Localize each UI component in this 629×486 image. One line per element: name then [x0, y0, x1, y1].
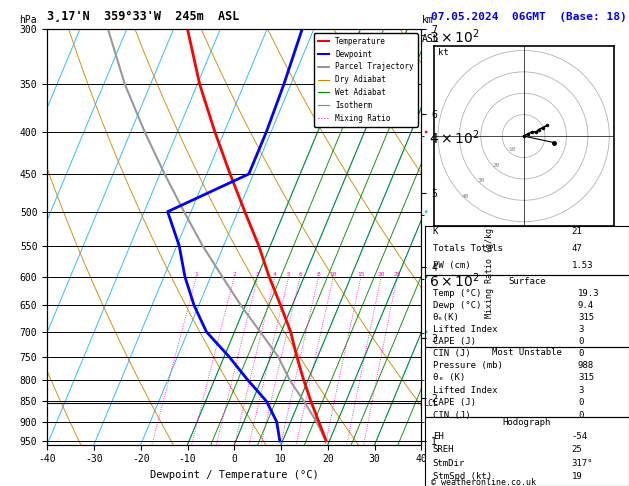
Text: CIN (J): CIN (J)	[433, 349, 470, 358]
Text: Dewp (°C): Dewp (°C)	[433, 301, 481, 310]
Text: 25: 25	[572, 446, 582, 454]
Text: 25: 25	[394, 272, 401, 277]
Text: 8: 8	[317, 272, 321, 277]
Text: θₑ(K): θₑ(K)	[433, 313, 460, 322]
Text: 988: 988	[578, 361, 594, 370]
Text: hPa: hPa	[19, 15, 36, 25]
Text: ASL: ASL	[421, 34, 439, 44]
Bar	[425, 226, 629, 276]
Text: 1: 1	[194, 272, 198, 277]
Text: Hodograph: Hodograph	[503, 418, 551, 427]
Text: 3: 3	[578, 325, 583, 334]
Text: 0: 0	[578, 411, 583, 419]
Text: CIN (J): CIN (J)	[433, 411, 470, 419]
Text: 0: 0	[578, 337, 583, 346]
Text: Pressure (mb): Pressure (mb)	[433, 361, 503, 370]
Text: StmSpd (kt): StmSpd (kt)	[433, 472, 492, 482]
Text: CAPE (J): CAPE (J)	[433, 337, 476, 346]
Text: Surface: Surface	[508, 277, 545, 286]
Text: SREH: SREH	[433, 446, 454, 454]
Text: 315: 315	[578, 373, 594, 382]
Text: km: km	[421, 15, 433, 25]
Text: 5: 5	[287, 272, 291, 277]
Text: 47: 47	[572, 244, 582, 253]
Text: LCL: LCL	[423, 399, 438, 408]
Text: 3: 3	[578, 385, 583, 395]
Text: 07.05.2024  06GMT  (Base: 18): 07.05.2024 06GMT (Base: 18)	[431, 13, 626, 22]
Text: 4: 4	[273, 272, 277, 277]
Text: CAPE (J): CAPE (J)	[433, 398, 476, 407]
Text: 40: 40	[462, 194, 469, 199]
Legend: Temperature, Dewpoint, Parcel Trajectory, Dry Adiabat, Wet Adiabat, Isotherm, Mi: Temperature, Dewpoint, Parcel Trajectory…	[314, 33, 418, 126]
Text: 10: 10	[508, 147, 516, 153]
Text: Lifted Index: Lifted Index	[433, 385, 498, 395]
Text: 317°: 317°	[572, 459, 593, 468]
Text: 2: 2	[232, 272, 236, 277]
Bar	[425, 347, 629, 417]
Text: StmDir: StmDir	[433, 459, 465, 468]
Text: θₑ (K): θₑ (K)	[433, 373, 465, 382]
Text: EH: EH	[433, 432, 443, 441]
Text: Lifted Index: Lifted Index	[433, 325, 498, 334]
Text: 315: 315	[578, 313, 594, 322]
Text: 0: 0	[578, 349, 583, 358]
Text: © weatheronline.co.uk: © weatheronline.co.uk	[431, 478, 536, 486]
Text: Most Unstable: Most Unstable	[492, 348, 562, 357]
X-axis label: Dewpoint / Temperature (°C): Dewpoint / Temperature (°C)	[150, 470, 319, 480]
Text: 21: 21	[572, 227, 582, 236]
Text: 6: 6	[298, 272, 302, 277]
Text: Temp (°C): Temp (°C)	[433, 289, 481, 298]
Text: 15: 15	[357, 272, 365, 277]
Bar	[425, 417, 629, 486]
Text: Totals Totals: Totals Totals	[433, 244, 503, 253]
Text: 20: 20	[493, 163, 500, 168]
Text: 1.53: 1.53	[572, 261, 593, 270]
Text: 0: 0	[578, 398, 583, 407]
Text: 10: 10	[330, 272, 337, 277]
Text: 3: 3	[256, 272, 260, 277]
Text: 19: 19	[572, 472, 582, 482]
Text: K: K	[433, 227, 438, 236]
Text: 9.4: 9.4	[578, 301, 594, 310]
Bar	[425, 276, 629, 347]
Text: 3¸17'N  359°33'W  245m  ASL: 3¸17'N 359°33'W 245m ASL	[47, 10, 240, 23]
Text: PW (cm): PW (cm)	[433, 261, 470, 270]
Text: kt: kt	[438, 48, 448, 57]
Text: 20: 20	[377, 272, 385, 277]
Text: Mixing Ratio (g/kg): Mixing Ratio (g/kg)	[485, 223, 494, 318]
Text: 19.3: 19.3	[578, 289, 599, 298]
Text: -54: -54	[572, 432, 588, 441]
Text: 30: 30	[477, 178, 485, 183]
